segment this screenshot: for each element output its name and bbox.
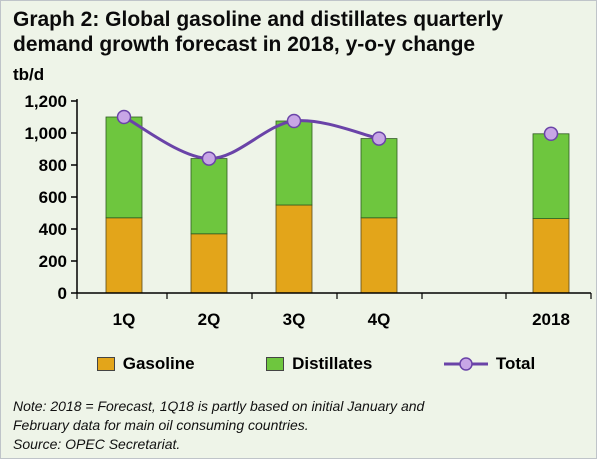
total-marker <box>371 131 387 146</box>
total-marker <box>116 109 132 125</box>
y-tick-label: 200 <box>39 252 67 271</box>
x-tick-label: 4Q <box>368 310 391 329</box>
legend-label-total: Total <box>495 354 536 373</box>
chart-plot: 0 200 400 600 800 1,000 1,200 1Q 2Q 3Q 4Q 2018 <box>24 92 592 329</box>
bar-distillates <box>275 120 313 206</box>
y-tick-label: 600 <box>39 188 67 207</box>
legend-label-gasoline: Gasoline <box>122 354 195 373</box>
chart-note: Note: 2018 = Forecast, 1Q18 is partly ba… <box>13 397 588 454</box>
distillates-swatch <box>266 357 285 371</box>
total-line-swatch <box>443 357 488 371</box>
bar-gasoline <box>275 204 313 294</box>
bar-gasoline <box>360 217 398 294</box>
bar-gasoline <box>190 233 228 294</box>
bar-distillates <box>190 158 228 235</box>
x-tick-label: 2018 <box>532 310 570 329</box>
bar-distillates <box>532 133 570 220</box>
y-tick-label: 400 <box>39 220 67 239</box>
y-tick-label: 800 <box>39 156 67 175</box>
total-marker <box>286 113 302 129</box>
y-tick-label: 1,000 <box>24 124 67 143</box>
legend: Gasoline Distillates Total <box>61 346 571 382</box>
note-line-2: February data for main oil consuming cou… <box>13 417 309 433</box>
total-marker <box>201 151 217 166</box>
legend-label-distillates: Distillates <box>292 354 373 373</box>
x-tick-label: 2Q <box>198 310 221 329</box>
total-marker <box>543 126 559 142</box>
y-tick-label: 0 <box>58 284 67 303</box>
bar-distillates <box>105 116 143 219</box>
legend-item-distillates: Distillates <box>266 354 372 374</box>
legend-item-gasoline: Gasoline <box>96 354 195 374</box>
note-line-3: Source: OPEC Secretariat. <box>13 436 181 452</box>
note-line-1: Note: 2018 = Forecast, 1Q18 is partly ba… <box>13 398 425 414</box>
y-axis-unit: tb/d <box>13 65 45 84</box>
x-tick-label: 1Q <box>113 310 136 329</box>
chart-title: Graph 2: Global gasoline and distillates… <box>13 8 504 56</box>
bar-gasoline <box>105 217 143 294</box>
y-tick-label: 1,200 <box>24 92 67 111</box>
legend-item-total: Total <box>443 354 536 374</box>
x-tick-label: 3Q <box>283 310 306 329</box>
gasoline-swatch <box>96 357 115 371</box>
bar-gasoline <box>532 218 570 294</box>
bar-distillates <box>360 138 398 219</box>
total-line <box>123 115 380 161</box>
